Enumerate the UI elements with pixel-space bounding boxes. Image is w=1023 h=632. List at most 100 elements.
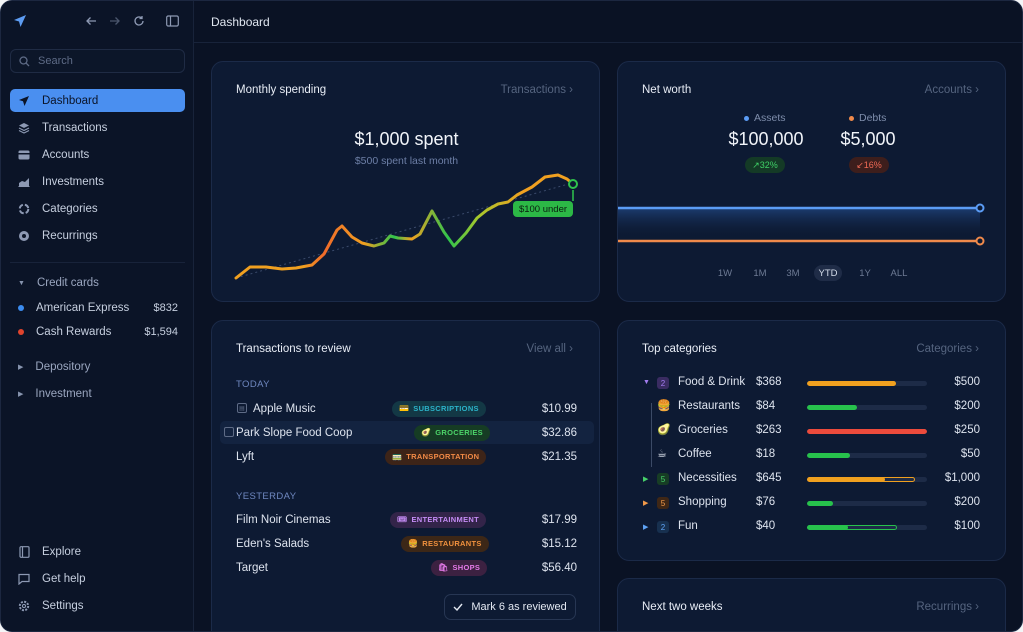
category-row-necessities[interactable]: ▶ 5 Necessities $645 $1,000 — [640, 469, 980, 489]
tag-label: TRANSPORTATION — [406, 452, 480, 461]
receipt-icon: ▤ — [237, 403, 247, 413]
category-tag[interactable]: 🛍 SHOPS — [431, 559, 488, 576]
legend-label: Assets — [754, 112, 786, 124]
assets-change-badge: ↗ 32% — [745, 157, 785, 173]
category-emoji-icon: 🍔 — [657, 400, 671, 412]
group-credit-cards[interactable]: ▼ Credit cards — [18, 277, 99, 289]
search-placeholder: Search — [38, 55, 73, 67]
range-1m[interactable]: 1M — [753, 267, 767, 279]
nav-transactions[interactable]: Transactions — [10, 116, 185, 139]
budget-progress-bar — [807, 501, 927, 506]
budget-progress-fill — [807, 501, 833, 506]
category-row-groceries[interactable]: 🥑 Groceries $263 $250 — [640, 421, 980, 441]
page-title: Dashboard — [211, 14, 270, 29]
search-input[interactable]: Search — [10, 49, 185, 73]
refresh-icon[interactable] — [133, 15, 145, 27]
category-tag[interactable]: 🍔 RESTAURANTS — [401, 535, 489, 552]
budget-progress-bar — [807, 525, 927, 530]
range-1y[interactable]: 1Y — [859, 267, 871, 279]
next-two-weeks-card: Next two weeks Recurrings › — [617, 578, 1006, 631]
checkmark-icon — [453, 603, 463, 611]
transaction-row[interactable]: Park Slope Food Coop 🥑 GROCERIES $32.86 — [220, 421, 594, 444]
budget-amount: $1,000 — [944, 472, 980, 484]
category-name: Fun — [678, 520, 698, 532]
spent-amount: $76 — [756, 496, 776, 508]
caret-right-icon: ▶ — [18, 391, 24, 398]
category-row-restaurants[interactable]: 🍔 Restaurants $84 $200 — [640, 397, 980, 417]
sidebar-toggle-icon[interactable] — [166, 15, 179, 27]
send-icon — [17, 95, 31, 107]
range-3m[interactable]: 3M — [786, 267, 800, 279]
nav-get-help[interactable]: Get help — [10, 567, 185, 590]
transaction-row[interactable]: Lyft 🚃 TRANSPORTATION $21.35 — [220, 445, 594, 468]
transaction-row[interactable]: Eden's Salads 🍔 RESTAURANTS $15.12 — [220, 532, 594, 555]
link-label: View all — [526, 343, 566, 355]
gear-icon — [17, 600, 31, 612]
category-tag[interactable]: 🎟 ENTERTAINMENT — [390, 511, 486, 528]
category-row-food-drink[interactable]: ▼ 2 Food & Drink $368 $500 — [640, 373, 980, 393]
card-title: Transactions to review — [236, 343, 351, 355]
nav-investments[interactable]: Investments — [10, 170, 185, 193]
transaction-row[interactable]: Film Noir Cinemas 🎟 ENTERTAINMENT $17.99 — [220, 508, 594, 531]
nav-accounts[interactable]: Accounts — [10, 143, 185, 166]
spent-amount: $84 — [756, 400, 776, 412]
mark-reviewed-button[interactable]: Mark 6 as reviewed — [444, 594, 576, 620]
back-arrow-icon[interactable] — [85, 15, 97, 27]
account-label: American Express — [36, 302, 130, 314]
nav-settings[interactable]: Settings — [10, 594, 185, 617]
topbar: Dashboard — [194, 1, 1022, 43]
category-row-shopping[interactable]: ▶ 5 Shopping $76 $200 — [640, 493, 980, 513]
group-investment[interactable]: ▶ Investment — [18, 388, 92, 400]
category-name: Necessities — [678, 472, 737, 484]
nav-explore[interactable]: Explore — [10, 540, 185, 563]
change-value: 16% — [863, 160, 882, 170]
category-row-fun[interactable]: ▶ 2 Fun $40 $100 — [640, 517, 980, 537]
caret-down-icon[interactable]: ▼ — [643, 379, 650, 386]
nav-recurrings[interactable]: Recurrings — [10, 224, 185, 247]
category-emoji-icon: 🥑 — [657, 424, 671, 436]
search-icon — [19, 55, 30, 67]
forward-arrow-icon[interactable] — [109, 15, 121, 27]
range-1w[interactable]: 1W — [717, 267, 733, 279]
account-american-express[interactable]: American Express $832 — [18, 302, 178, 314]
caret-right-icon[interactable]: ▶ — [643, 476, 649, 483]
select-checkbox[interactable] — [224, 427, 234, 437]
tag-label: GROCERIES — [435, 428, 483, 437]
categories-link[interactable]: Categories › — [916, 343, 979, 355]
budget-progress-fill — [807, 453, 850, 458]
transaction-row[interactable]: Target 🛍 SHOPS $56.40 — [220, 556, 594, 579]
nav-label: Transactions — [42, 121, 108, 134]
transaction-row[interactable]: ▤ Apple Music 💳 SUBSCRIPTIONS $10.99 — [220, 397, 594, 420]
button-label: Mark 6 as reviewed — [471, 601, 567, 613]
assets-area — [618, 208, 980, 238]
last-month-text: $500 spent last month — [354, 155, 459, 167]
category-name: Groceries — [678, 424, 728, 436]
amount: $56.40 — [541, 561, 577, 574]
range-all[interactable]: ALL — [890, 267, 908, 279]
caret-right-icon[interactable]: ▶ — [643, 524, 649, 531]
nav-dashboard[interactable]: Dashboard — [10, 89, 185, 112]
change-value: 32% — [759, 160, 778, 170]
view-all-link[interactable]: View all › — [526, 343, 573, 355]
accounts-link[interactable]: Accounts › — [924, 84, 979, 96]
caret-right-icon[interactable]: ▶ — [643, 500, 649, 507]
group-depository[interactable]: ▶ Depository — [18, 361, 90, 373]
last-month-trend-line — [235, 182, 573, 279]
category-row-coffee[interactable]: ☕ Coffee $18 $50 — [640, 445, 980, 465]
loader-icon — [17, 203, 31, 215]
debts-end-marker — [975, 236, 985, 246]
caret-down-icon: ▼ — [18, 279, 25, 287]
recurrings-link[interactable]: Recurrings › — [916, 601, 979, 613]
nav-label: Settings — [42, 599, 84, 612]
category-tag[interactable]: 🚃 TRANSPORTATION — [385, 448, 487, 465]
transactions-link[interactable]: Transactions › — [500, 84, 573, 96]
category-tag[interactable]: 💳 SUBSCRIPTIONS — [392, 400, 486, 417]
tag-label: ENTERTAINMENT — [411, 515, 479, 524]
range-ytd[interactable]: YTD — [814, 265, 842, 281]
logo-send-icon[interactable] — [13, 14, 27, 28]
category-tag[interactable]: 🥑 GROCERIES — [414, 424, 490, 441]
account-cash-rewards[interactable]: Cash Rewards $1,594 — [18, 326, 178, 338]
category-name: Shopping — [678, 496, 727, 508]
nav-categories[interactable]: Categories — [10, 197, 185, 220]
category-name: Restaurants — [678, 400, 741, 412]
